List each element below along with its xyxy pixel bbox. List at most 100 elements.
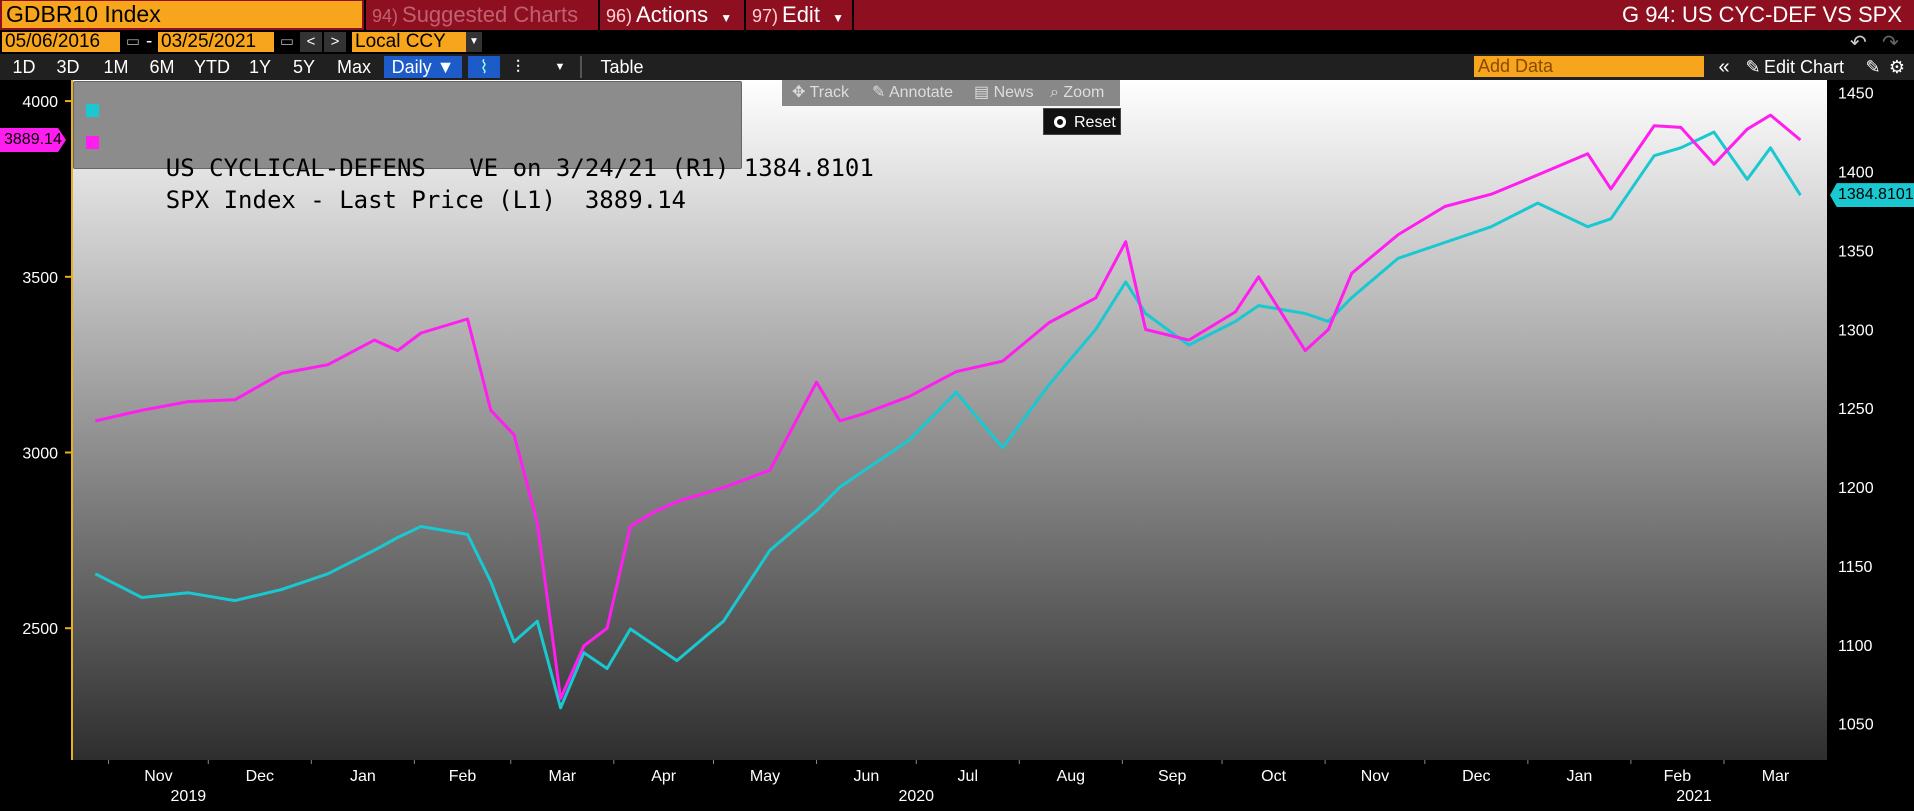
period-ytd-button[interactable]: YTD [194, 57, 230, 77]
chevron-left-icon[interactable]: < [300, 32, 322, 52]
legend-item-spx: SPX Index - Last Price (L1) 3889.14 [86, 130, 686, 242]
y-left-tick-label: 3500 [22, 270, 58, 287]
plot-background [72, 80, 1827, 760]
divider [852, 0, 854, 30]
zoom-label: Zoom [1063, 84, 1105, 101]
spx-line [94, 113, 1802, 700]
candlestick-icon[interactable]: ⫶ [515, 57, 521, 77]
undo-icon[interactable]: ↶ [1850, 32, 1867, 54]
reset-button[interactable]: Reset [1043, 108, 1121, 135]
divider [364, 0, 366, 30]
actions-menu[interactable]: 96) Actions ▼ [606, 0, 732, 30]
graph-title: G 94: US CYC-DEF VS SPX [1622, 2, 1902, 27]
period-1m-button[interactable]: 1M [103, 57, 129, 77]
chart-legend[interactable]: US CYCLICAL-DEFENS VE on 3/24/21 (R1) 13… [73, 81, 874, 214]
period-1d-button[interactable]: 1D [12, 57, 36, 77]
menu-number: 97) [752, 6, 779, 26]
x-tick-label: Jun [854, 768, 880, 785]
end-date-input[interactable]: 03/25/2021 [158, 32, 274, 52]
edit-menu[interactable]: 97) Edit ▼ [752, 0, 844, 30]
y-left-tick-label: 4000 [22, 94, 58, 111]
menu-number: 94) [372, 6, 399, 26]
calendar-icon[interactable]: ▭ [122, 32, 144, 52]
x-tick-label: Nov [144, 768, 172, 785]
y-left-tick-label: 3000 [22, 446, 58, 463]
caret-down-icon: ▼ [720, 11, 733, 25]
x-tick-label: Jan [1566, 768, 1592, 785]
chart-tools: ✥ Track ✎ Annotate ▤ News ⌕ Zoom [782, 80, 1120, 106]
track-label: Track [809, 84, 849, 101]
cyclical-last-value-tag: 1384.8101 [1830, 183, 1914, 208]
period-5y-button[interactable]: 5Y [292, 57, 316, 77]
caret-down-icon[interactable]: ▼ [466, 32, 482, 52]
y-right-tick-label: 1250 [1838, 401, 1874, 418]
date-dash: - [146, 31, 153, 52]
menu-label: Actions [636, 2, 709, 27]
x-tick-label: May [750, 768, 780, 785]
y-right-tick-label: 1200 [1838, 480, 1874, 497]
annotate-tool[interactable]: ✎ Annotate [872, 84, 954, 101]
suggested-charts-menu[interactable]: 94) Suggested Charts [372, 0, 578, 30]
x-tick-label: Jan [350, 768, 376, 785]
legend-item-cyclical: US CYCLICAL-DEFENS VE on 3/24/21 (R1) 13… [86, 98, 874, 210]
edit-chart-button[interactable]: Edit Chart [1764, 57, 1845, 77]
y-right-tick-label: 1100 [1838, 638, 1873, 655]
cyclical-defensive-line [94, 130, 1802, 710]
calendar-icon[interactable]: ▭ [276, 32, 298, 52]
legend-label: SPX Index - Last Price (L1) [165, 186, 556, 214]
currency-select[interactable]: Local CCY [352, 32, 466, 52]
y-right-tick-label: 1350 [1838, 243, 1874, 260]
x-tick-label: Apr [651, 768, 677, 785]
double-chevron-left-icon[interactable]: « [1718, 56, 1730, 78]
x-tick-label: Dec [1462, 768, 1490, 785]
legend-value: 3889.14 [584, 186, 686, 214]
period-3d-button[interactable]: 3D [56, 57, 80, 77]
track-tool[interactable]: ✥ Track [792, 84, 849, 101]
chevron-right-icon[interactable]: > [324, 32, 346, 52]
x-tick-label: Sep [1158, 768, 1187, 785]
y-right-tick-label: 1450 [1838, 86, 1874, 103]
period-toolbar: 1D 3D 1M 6M YTD 1Y 5Y Max Daily ▼ ⌇ ⫶ ▼ … [0, 54, 1914, 80]
zoom-tool[interactable]: ⌕ Zoom [1050, 84, 1105, 101]
line-chart-icon[interactable]: ⌇ [468, 56, 500, 78]
start-date-input[interactable]: 05/06/2016 [2, 32, 120, 52]
legend-swatch [86, 136, 99, 149]
y-right-tick-label: 1050 [1838, 717, 1874, 734]
redo-icon[interactable]: ↷ [1882, 32, 1899, 54]
y-right-tick-label: 1400 [1838, 165, 1874, 182]
caret-down-icon: ▼ [832, 11, 844, 25]
period-1y-button[interactable]: 1Y [248, 57, 272, 77]
x-tick-label: Mar [548, 768, 576, 785]
x-tick-label: Jul [958, 768, 978, 785]
security-ticker[interactable]: GDBR10 Index [2, 1, 362, 28]
x-tick-label: Oct [1261, 768, 1286, 785]
pencil-icon: ✎ [1745, 57, 1761, 77]
divider [598, 0, 600, 30]
x-tick-label: Aug [1057, 768, 1085, 785]
legend-value: 1384.8101 [743, 154, 874, 182]
year-label: 2021 [1676, 788, 1712, 805]
period-max-button[interactable]: Max [336, 57, 371, 77]
frequency-select[interactable]: Daily ▼ [384, 56, 462, 78]
year-label: 2019 [171, 788, 207, 805]
period-6m-button[interactable]: 6M [149, 57, 175, 77]
add-data-input[interactable]: Add Data [1474, 56, 1704, 77]
y-right-tick-label: 1300 [1838, 322, 1874, 339]
x-tick-label: Feb [449, 768, 477, 785]
x-tick-label: Mar [1762, 768, 1790, 785]
menu-label: Edit [782, 2, 820, 27]
divider [744, 0, 746, 30]
chart-area[interactable]: 2500 3000 3500 4000 1050 1100 1150 1200 1250 130… [0, 80, 1914, 806]
table-button[interactable]: Table [600, 57, 644, 77]
legend-label: US CYCLICAL-DEFENS VE on 3/24/21 (R1) [165, 154, 730, 182]
line-chart[interactable]: 2500 3000 3500 4000 1050 1100 1150 1200 1250 130… [0, 80, 1914, 806]
gear-icon[interactable]: ⚙ [1888, 57, 1906, 77]
spx-last-value-tag: 3889.14 [0, 128, 66, 153]
title-bar: GDBR10 Index 94) Suggested Charts 96) Acti… [0, 0, 1914, 30]
x-tick-label: Feb [1664, 768, 1692, 785]
y-right-tick-label: 1150 [1838, 559, 1873, 576]
news-tool[interactable]: ▤ News [974, 84, 1034, 101]
reset-icon [1054, 116, 1066, 128]
edit-icon[interactable]: ✎ [1865, 57, 1881, 77]
caret-down-icon[interactable]: ▼ [554, 61, 566, 73]
